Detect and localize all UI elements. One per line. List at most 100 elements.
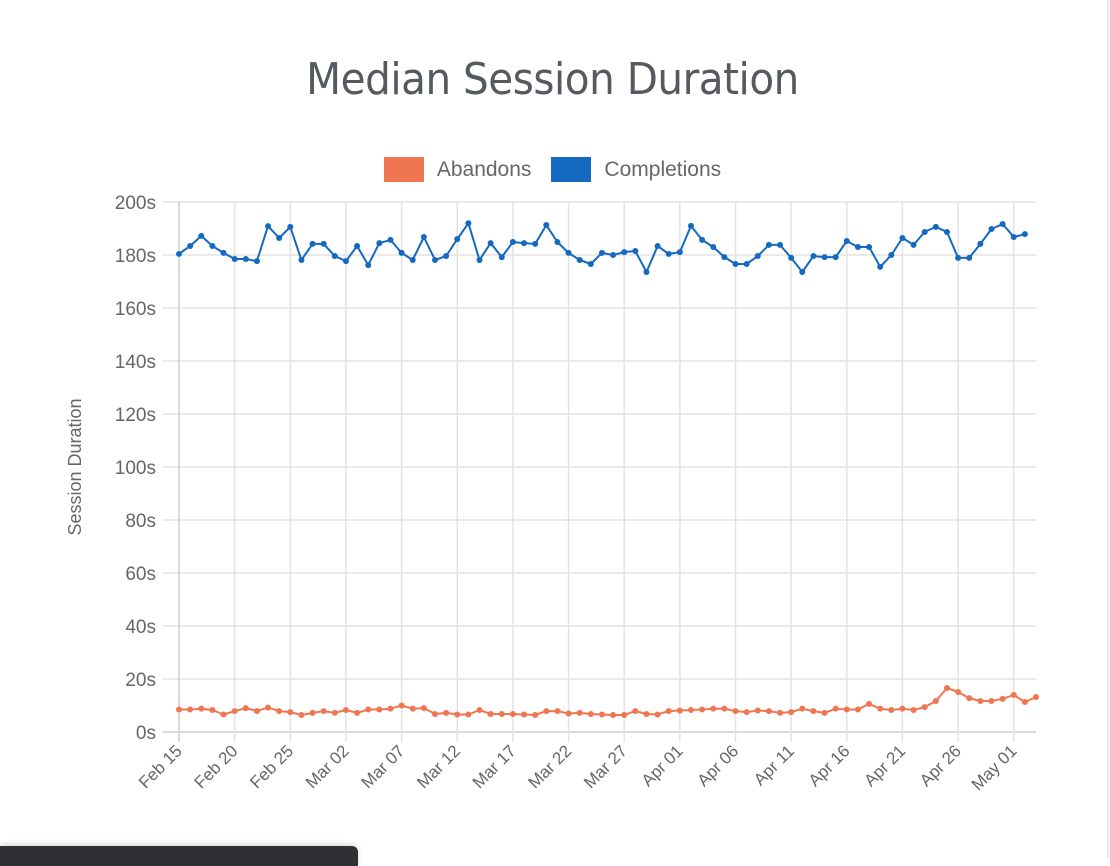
data-point[interactable]	[498, 710, 505, 717]
data-point[interactable]	[253, 708, 260, 715]
data-point[interactable]	[576, 709, 583, 716]
data-point[interactable]	[955, 254, 962, 261]
data-point[interactable]	[565, 710, 572, 717]
legend-item-abandons[interactable]: Abandons	[383, 157, 531, 182]
data-point[interactable]	[265, 223, 272, 230]
data-point[interactable]	[632, 248, 639, 255]
data-point[interactable]	[943, 228, 950, 235]
data-point[interactable]	[877, 705, 884, 712]
data-point[interactable]	[498, 254, 505, 261]
data-point[interactable]	[198, 705, 205, 712]
data-point[interactable]	[988, 697, 995, 704]
data-point[interactable]	[587, 261, 594, 268]
data-point[interactable]	[877, 263, 884, 270]
data-point[interactable]	[921, 704, 928, 711]
data-point[interactable]	[843, 706, 850, 713]
data-point[interactable]	[699, 706, 706, 713]
data-point[interactable]	[932, 223, 939, 230]
data-point[interactable]	[899, 705, 906, 712]
data-point[interactable]	[431, 710, 438, 717]
data-point[interactable]	[298, 712, 305, 719]
data-point[interactable]	[509, 239, 516, 246]
data-point[interactable]	[265, 704, 272, 711]
data-point[interactable]	[298, 257, 305, 264]
data-point[interactable]	[799, 705, 806, 712]
data-point[interactable]	[287, 709, 294, 716]
data-point[interactable]	[754, 253, 761, 260]
data-point[interactable]	[988, 226, 995, 233]
data-point[interactable]	[543, 222, 550, 229]
data-point[interactable]	[320, 240, 327, 247]
data-point[interactable]	[187, 242, 194, 249]
data-point[interactable]	[342, 707, 349, 714]
data-point[interactable]	[866, 700, 873, 707]
data-point[interactable]	[598, 711, 605, 718]
data-point[interactable]	[387, 705, 394, 712]
data-point[interactable]	[331, 253, 338, 260]
data-point[interactable]	[198, 232, 205, 239]
data-point[interactable]	[554, 239, 561, 246]
legend-item-completions[interactable]: Completions	[551, 157, 721, 182]
data-point[interactable]	[376, 706, 383, 713]
data-point[interactable]	[532, 240, 539, 247]
data-point[interactable]	[810, 253, 817, 260]
data-point[interactable]	[276, 235, 283, 242]
data-point[interactable]	[777, 241, 784, 248]
data-point[interactable]	[866, 244, 873, 251]
data-point[interactable]	[899, 235, 906, 242]
data-point[interactable]	[476, 707, 483, 714]
data-point[interactable]	[777, 709, 784, 716]
data-point[interactable]	[610, 252, 617, 258]
data-point[interactable]	[465, 711, 472, 718]
data-point[interactable]	[999, 220, 1006, 227]
data-point[interactable]	[610, 712, 617, 719]
data-point[interactable]	[743, 261, 750, 268]
data-point[interactable]	[320, 708, 327, 715]
data-point[interactable]	[220, 711, 227, 718]
data-point[interactable]	[699, 236, 706, 243]
data-point[interactable]	[687, 222, 694, 229]
data-point[interactable]	[921, 228, 928, 235]
data-point[interactable]	[632, 708, 639, 715]
data-point[interactable]	[231, 708, 238, 715]
data-point[interactable]	[966, 254, 973, 261]
data-point[interactable]	[487, 240, 494, 247]
data-point[interactable]	[888, 707, 895, 714]
data-point[interactable]	[565, 249, 572, 256]
data-point[interactable]	[587, 710, 594, 717]
data-point[interactable]	[665, 250, 672, 257]
data-point[interactable]	[1033, 694, 1040, 701]
data-point[interactable]	[966, 695, 973, 702]
data-point[interactable]	[821, 254, 828, 261]
data-point[interactable]	[331, 709, 338, 716]
data-point[interactable]	[443, 709, 450, 716]
data-point[interactable]	[687, 707, 694, 714]
data-point[interactable]	[342, 258, 349, 265]
data-point[interactable]	[732, 708, 739, 715]
data-point[interactable]	[242, 705, 249, 712]
data-point[interactable]	[176, 250, 182, 257]
data-point[interactable]	[943, 685, 950, 692]
data-point[interactable]	[676, 707, 683, 714]
data-point[interactable]	[854, 244, 861, 251]
data-point[interactable]	[420, 233, 427, 240]
data-point[interactable]	[1021, 699, 1028, 706]
data-point[interactable]	[309, 709, 316, 716]
data-point[interactable]	[643, 268, 650, 275]
data-point[interactable]	[676, 249, 683, 256]
data-point[interactable]	[977, 697, 984, 704]
data-point[interactable]	[532, 712, 539, 719]
data-point[interactable]	[765, 241, 772, 248]
data-point[interactable]	[810, 708, 817, 715]
data-point[interactable]	[710, 705, 717, 712]
data-point[interactable]	[788, 709, 795, 716]
data-point[interactable]	[521, 711, 528, 718]
data-point[interactable]	[799, 268, 806, 275]
data-point[interactable]	[309, 240, 316, 247]
data-point[interactable]	[832, 254, 839, 261]
data-point[interactable]	[654, 711, 661, 718]
data-point[interactable]	[598, 249, 605, 256]
data-point[interactable]	[465, 220, 472, 227]
data-point[interactable]	[276, 708, 283, 715]
data-point[interactable]	[910, 241, 917, 248]
